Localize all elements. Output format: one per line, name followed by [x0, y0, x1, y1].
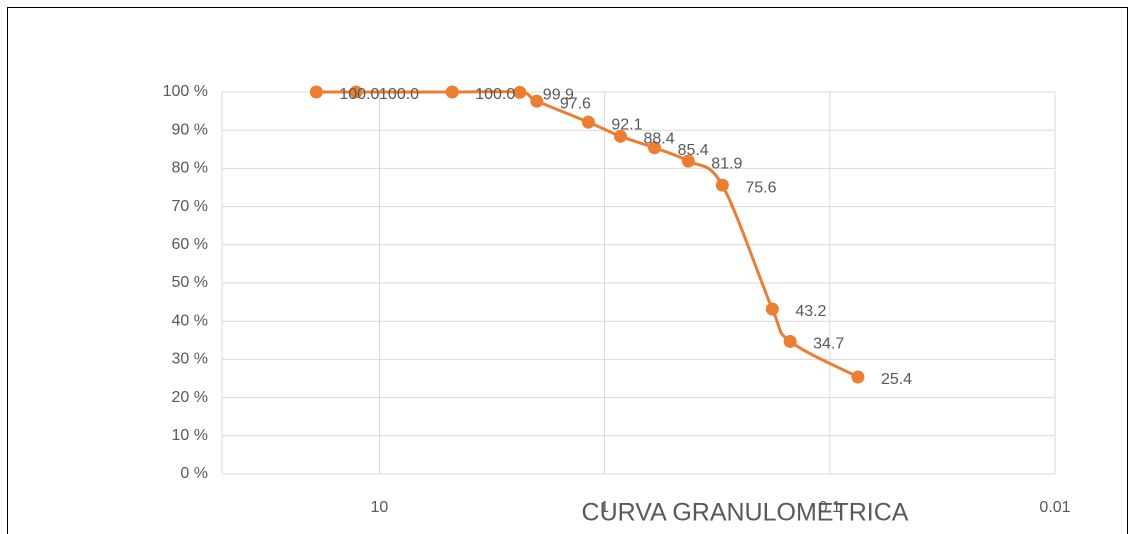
data-label: 75.6 [745, 179, 776, 196]
y-tick-label: 30 % [172, 351, 208, 368]
data-label: 25.4 [881, 371, 912, 388]
x-tick-label: 1 [600, 499, 609, 516]
data-label: 99.9 [543, 87, 574, 104]
data-point [581, 115, 595, 129]
data-point [765, 302, 779, 316]
data-label: 97.6 [560, 95, 591, 112]
data-point [349, 85, 363, 99]
data-point [681, 154, 695, 168]
y-tick-label: 60 % [172, 236, 208, 253]
y-tick-label: 10 % [172, 427, 208, 444]
y-tick-label: 80 % [172, 160, 208, 177]
data-point [648, 141, 662, 155]
data-label: 100.0 [379, 86, 419, 103]
data-label: 88.4 [643, 131, 674, 148]
data-point [309, 85, 323, 99]
data-label: 43.2 [795, 303, 826, 320]
data-label: 92.1 [611, 116, 642, 133]
y-tick-label: 90 % [172, 121, 208, 138]
data-point [783, 334, 797, 348]
data-point [530, 94, 544, 108]
x-tick-label: 0.1 [819, 499, 841, 516]
y-tick-label: 0 % [180, 465, 208, 482]
data-label: 81.9 [711, 155, 742, 172]
data-label: 85.4 [678, 142, 709, 159]
y-tick-label: 40 % [172, 312, 208, 329]
data-label: 100.0 [339, 86, 379, 103]
x-tick-label: 0.01 [1039, 499, 1070, 516]
chart-title: CURVA GRANULOMETRICA [582, 499, 909, 527]
data-label: 34.7 [813, 336, 844, 353]
data-point [851, 370, 865, 384]
data-point [445, 85, 459, 99]
y-tick-label: 20 % [172, 389, 208, 406]
data-point [613, 129, 627, 143]
data-point [513, 85, 527, 99]
frame [7, 7, 1128, 534]
data-point [715, 178, 729, 192]
y-tick-label: 50 % [172, 274, 208, 291]
x-tick-label: 10 [371, 499, 389, 516]
data-label: 100.0 [475, 86, 515, 103]
series-line [316, 90, 859, 379]
y-tick-label: 100 % [163, 83, 208, 100]
y-tick-label: 70 % [172, 198, 208, 215]
